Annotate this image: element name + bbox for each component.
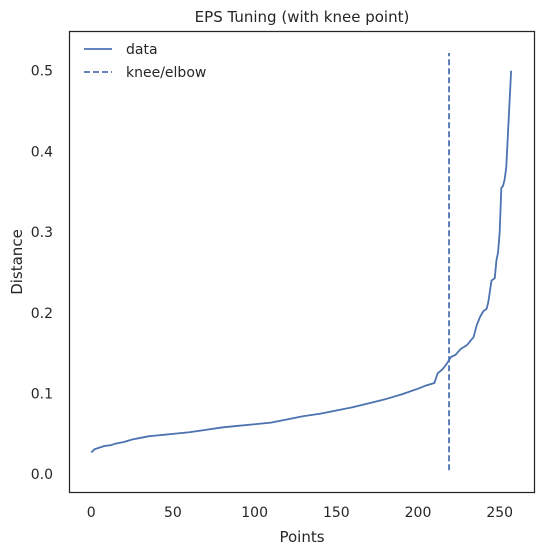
x-tick-label: 100 xyxy=(241,505,268,521)
series-line-data xyxy=(90,70,513,454)
y-tick-label: 0.3 xyxy=(31,225,53,241)
y-axis-label: Distance xyxy=(8,229,26,295)
x-axis-ticks: 0 50 100 150 200 250 xyxy=(87,505,513,521)
x-tick-label: 150 xyxy=(323,505,350,521)
y-tick-label: 0.1 xyxy=(31,387,53,403)
y-tick-label: 0.4 xyxy=(31,144,53,160)
x-tick-label: 250 xyxy=(486,505,513,521)
chart-title: EPS Tuning (with knee point) xyxy=(195,8,410,26)
y-tick-label: 0.2 xyxy=(31,306,53,322)
x-tick-label: 0 xyxy=(87,505,96,521)
y-axis-ticks: 0.0 0.1 0.2 0.3 0.4 0.5 xyxy=(31,64,53,484)
legend-label: knee/elbow xyxy=(126,65,206,81)
x-axis-label: Points xyxy=(279,528,324,546)
plot-frame xyxy=(68,30,536,494)
legend-label: data xyxy=(126,42,158,58)
y-tick-label: 0.5 xyxy=(31,64,53,80)
legend: data knee/elbow xyxy=(84,42,206,81)
y-tick-label: 0.0 xyxy=(31,467,53,483)
plot-area xyxy=(90,52,513,471)
x-tick-label: 200 xyxy=(405,505,432,521)
x-tick-label: 50 xyxy=(164,505,182,521)
